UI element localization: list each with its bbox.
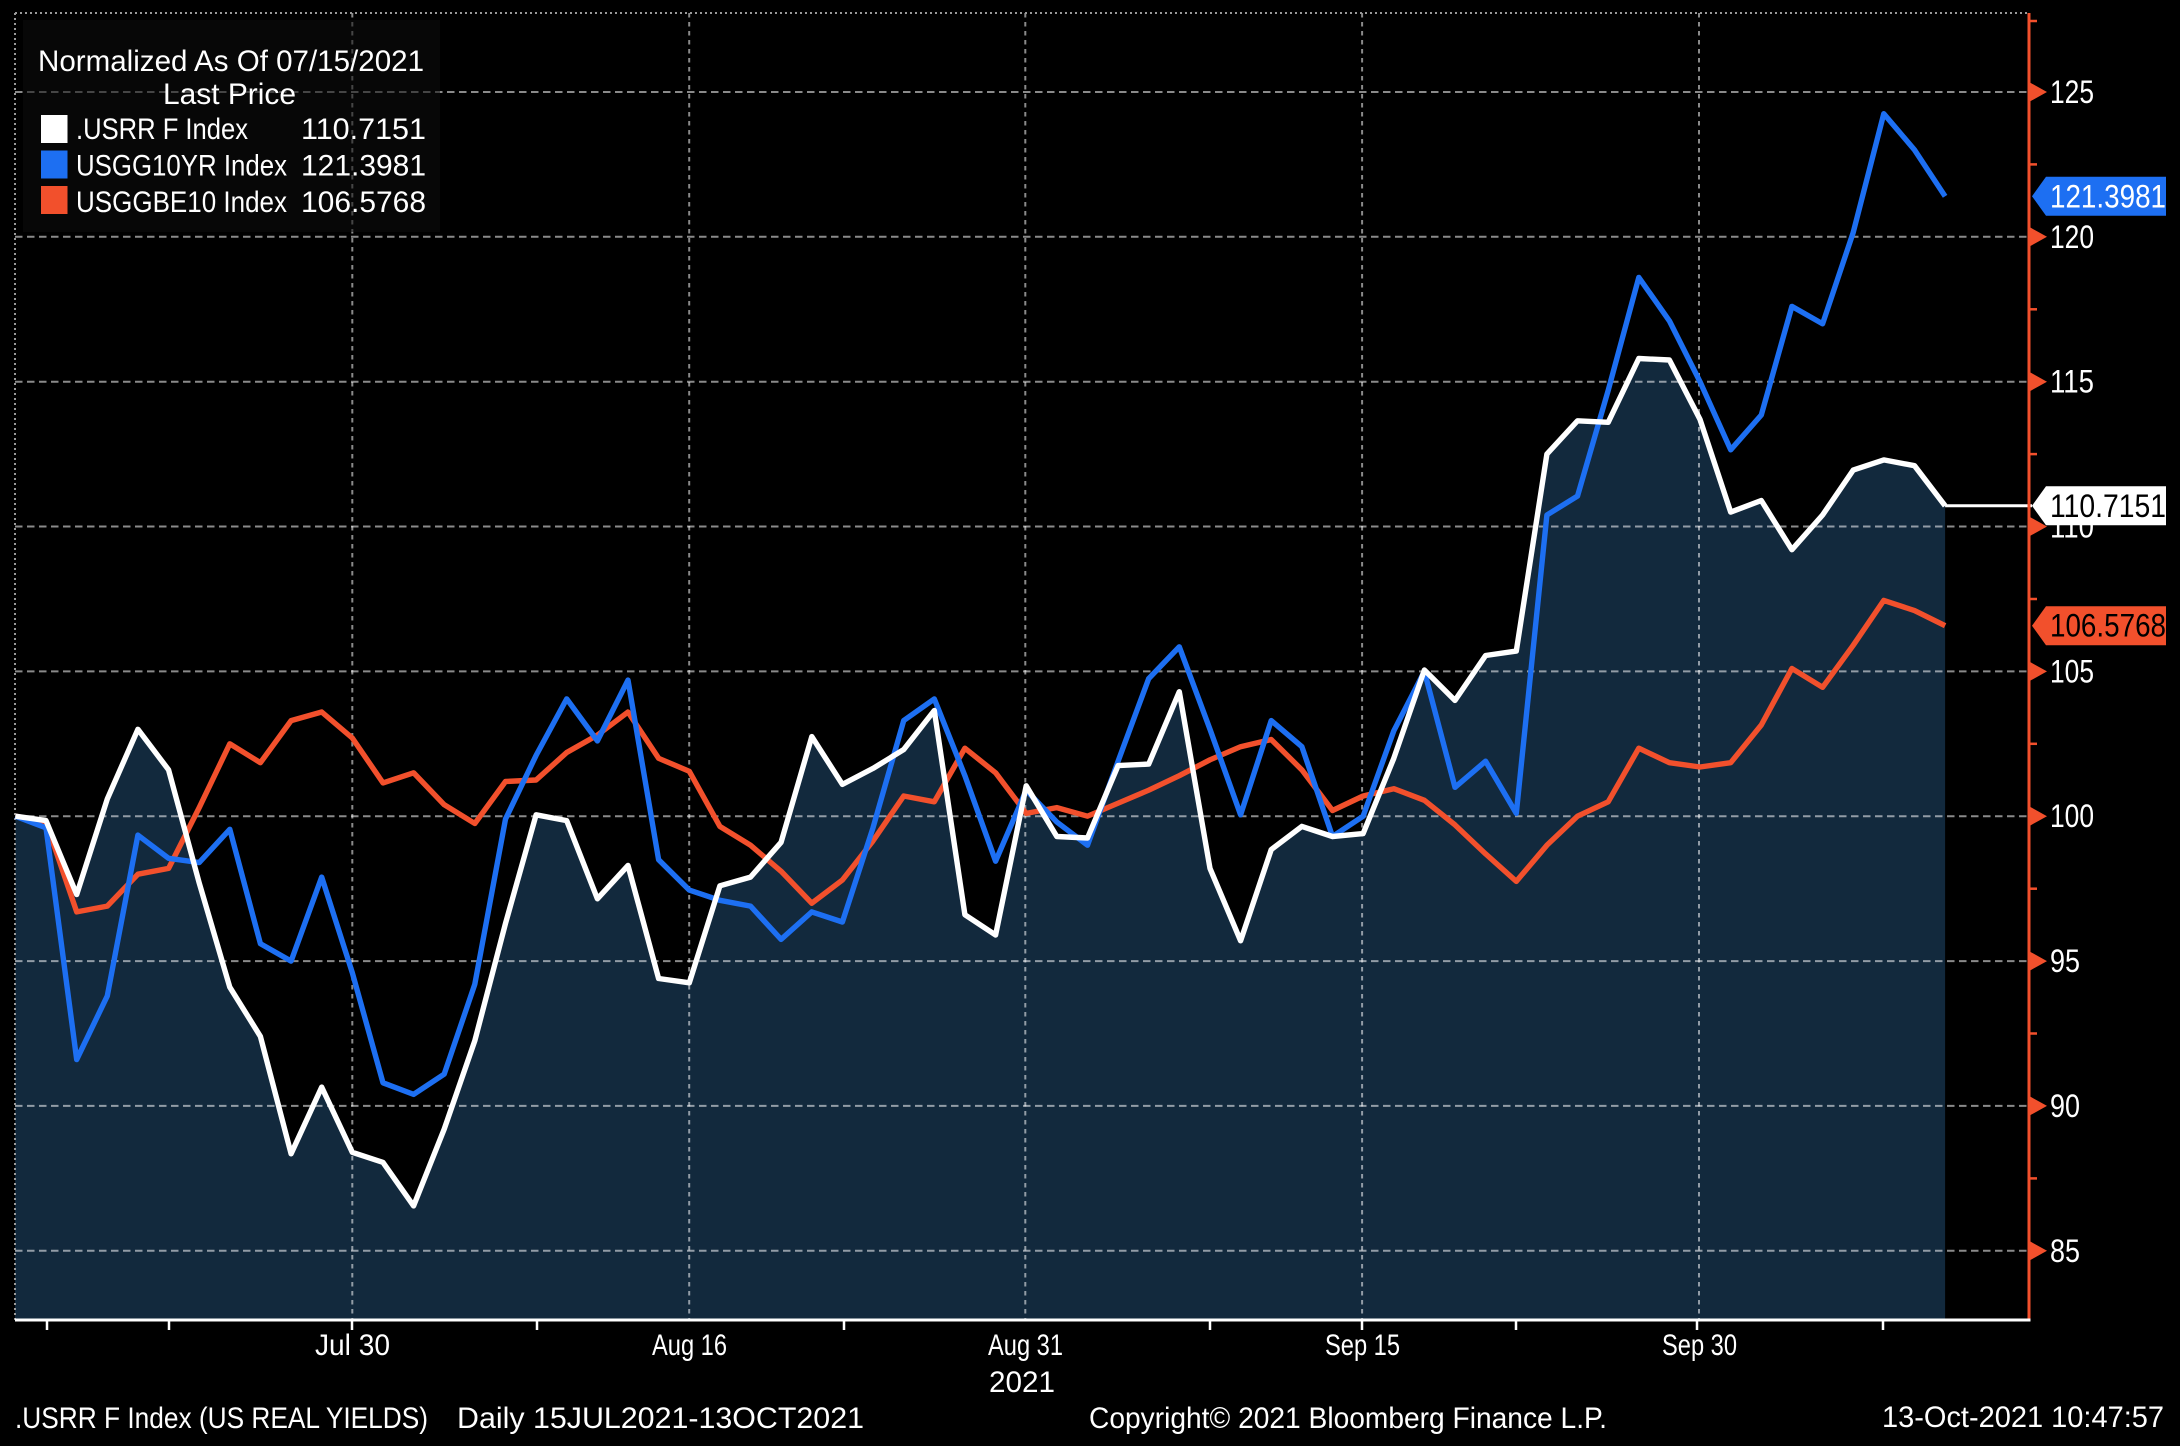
svg-text:.USRR F Index (US REAL YIELDS): .USRR F Index (US REAL YIELDS) [15,1402,428,1435]
svg-text:110.7151: 110.7151 [301,113,426,146]
svg-text:USGG10YR Index: USGG10YR Index [76,150,287,183]
svg-text:105: 105 [2050,653,2094,689]
svg-text:Last Price: Last Price [163,78,296,111]
svg-text:125: 125 [2050,74,2094,110]
svg-text:90: 90 [2050,1088,2080,1124]
svg-text:Sep 15: Sep 15 [1325,1329,1400,1362]
svg-text:110.7151: 110.7151 [2050,488,2166,524]
svg-text:.USRR F Index: .USRR F Index [76,113,248,146]
svg-text:Jul 30: Jul 30 [315,1329,390,1362]
svg-text:121.3981: 121.3981 [2050,178,2166,214]
svg-text:85: 85 [2050,1233,2080,1269]
svg-text:2021: 2021 [989,1366,1055,1399]
svg-text:95: 95 [2050,943,2080,979]
svg-text:Aug 31: Aug 31 [988,1329,1063,1362]
svg-text:120: 120 [2050,219,2094,255]
svg-text:121.3981: 121.3981 [301,150,426,183]
svg-text:106.5768: 106.5768 [2050,608,2166,644]
svg-text:Daily 15JUL2021-13OCT2021: Daily 15JUL2021-13OCT2021 [457,1402,864,1435]
svg-text:Aug 16: Aug 16 [652,1329,727,1362]
svg-text:USGGBE10 Index: USGGBE10 Index [76,186,287,219]
svg-text:Sep 30: Sep 30 [1662,1329,1737,1362]
svg-text:106.5768: 106.5768 [301,186,426,219]
svg-text:Normalized As Of 07/15/2021: Normalized As Of 07/15/2021 [38,45,424,78]
svg-text:13-Oct-2021 10:47:57: 13-Oct-2021 10:47:57 [1882,1401,2164,1434]
svg-text:100: 100 [2050,798,2094,834]
svg-text:115: 115 [2050,364,2094,400]
svg-text:Copyright© 2021 Bloomberg Fina: Copyright© 2021 Bloomberg Finance L.P. [1089,1402,1607,1435]
